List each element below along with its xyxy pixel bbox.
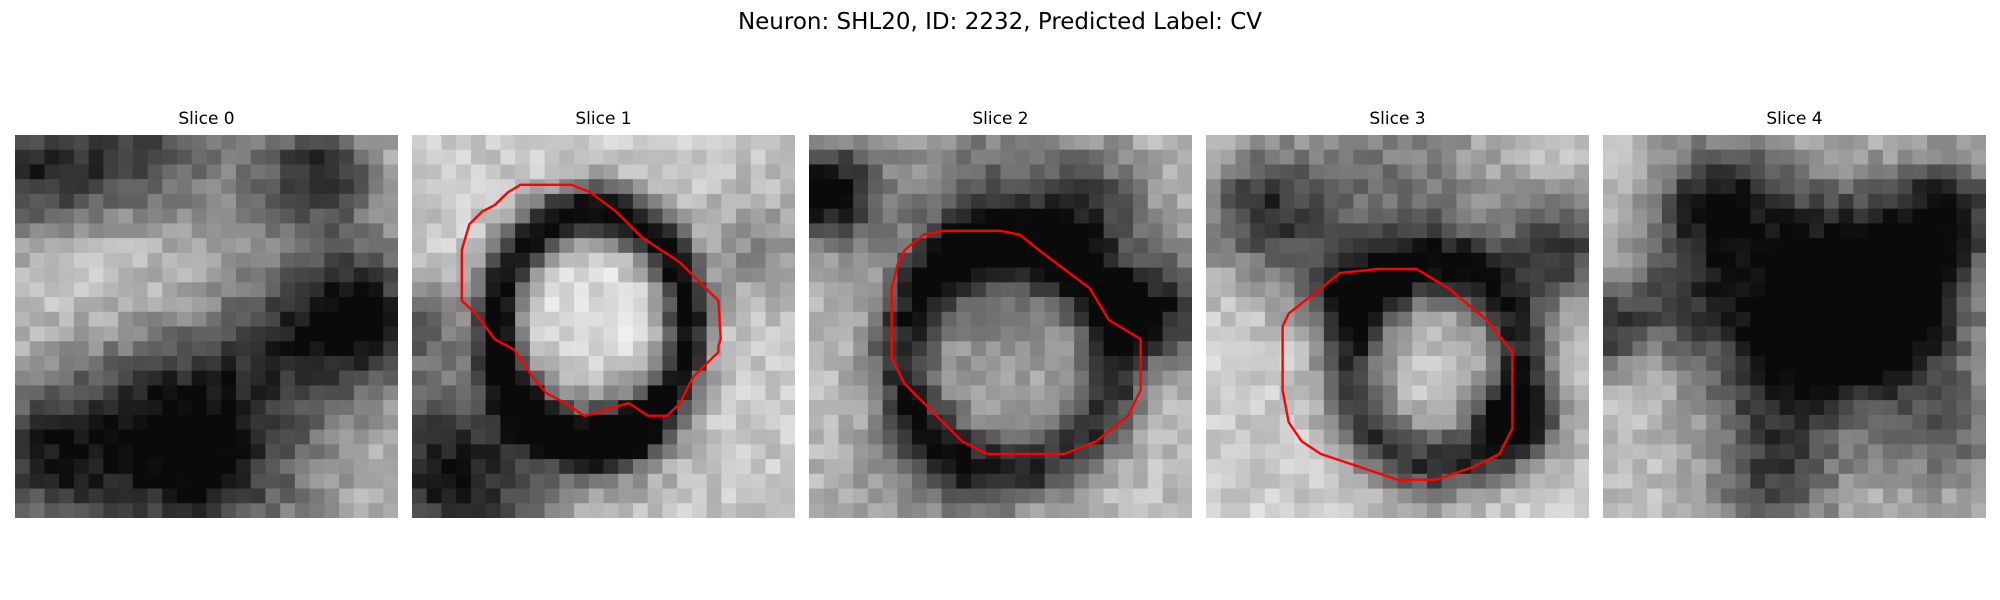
slice-image bbox=[412, 135, 795, 518]
slice-title: Slice 2 bbox=[972, 109, 1029, 129]
slice-image bbox=[15, 135, 398, 518]
slice-panel-0: Slice 0 bbox=[15, 108, 398, 518]
segmentation-outline bbox=[460, 183, 722, 417]
slice-panel-2: Slice 2 bbox=[809, 108, 1192, 518]
slice-image bbox=[1603, 135, 1986, 518]
slice-panel-4: Slice 4 bbox=[1603, 108, 1986, 518]
slice-image bbox=[1206, 135, 1589, 518]
slice-title: Slice 3 bbox=[1369, 109, 1426, 129]
slice-title: Slice 0 bbox=[178, 109, 235, 129]
slice-panel-1: Slice 1 bbox=[412, 108, 795, 518]
figure-title: Neuron: SHL20, ID: 2232, Predicted Label… bbox=[737, 9, 1263, 35]
slice-title: Slice 4 bbox=[1766, 109, 1823, 129]
slice-title: Slice 1 bbox=[575, 109, 632, 129]
slice-panel-3: Slice 3 bbox=[1206, 108, 1589, 518]
segmentation-outline bbox=[890, 229, 1142, 456]
segmentation-outline bbox=[1281, 267, 1514, 481]
slice-image bbox=[809, 135, 1192, 518]
